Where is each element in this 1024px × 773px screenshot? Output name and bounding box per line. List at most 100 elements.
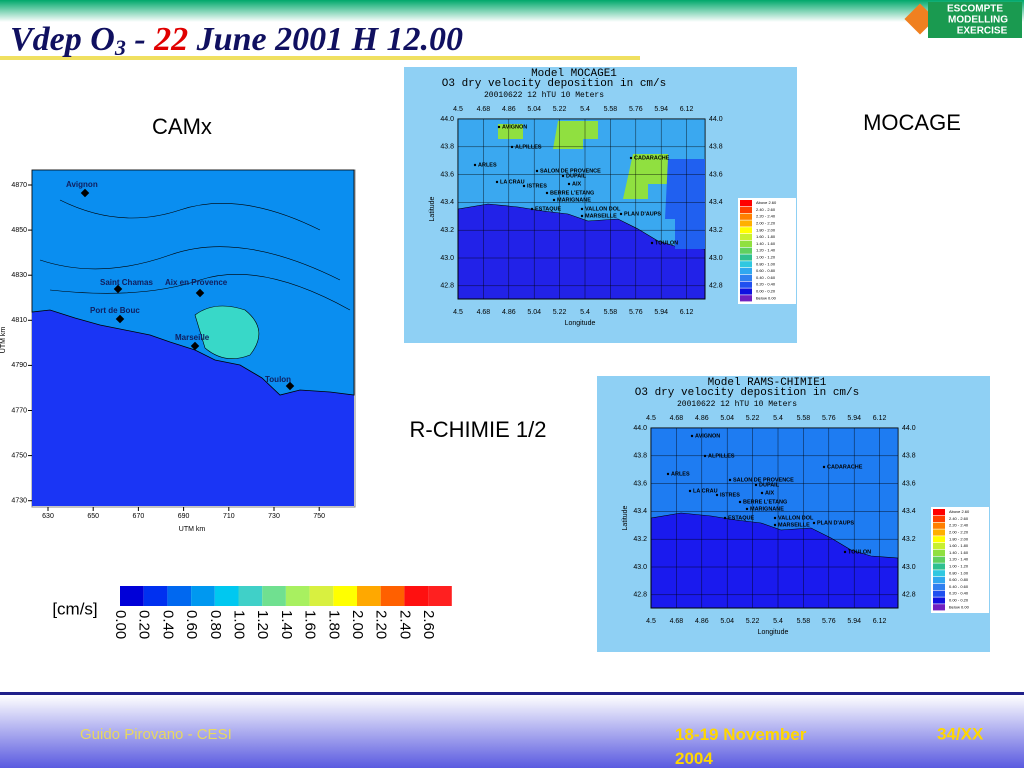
colorbar-cell [404,586,429,606]
place-marker [580,207,584,211]
lon-tick-label: 5.04 [720,415,734,422]
mocage-label: MOCAGE [863,110,961,135]
legend-swatch [933,570,945,577]
lon-tick-label: 5.94 [654,309,668,316]
colorbar-cell [380,586,405,606]
y-axis-label: UTM km [0,327,7,354]
map-title: Model RAMS-CHIMIE1 [708,377,827,389]
lat-tick-label: 43.8 [902,453,916,460]
colorbar-tick-label: 1.20 [254,610,271,639]
legend-label: Above 2.60 [949,509,970,514]
colorbar-cell [309,586,334,606]
footer-band [0,695,1024,768]
place-marker [723,516,727,520]
place-marker [715,493,719,497]
lat-tick-label: 43.4 [440,199,454,206]
place-marker [522,184,526,188]
title-sub: 3 [114,35,126,60]
legend-label: 2.20 - 2.40 [949,523,969,528]
logo-text: EXERCISE [957,26,1008,37]
lat-tick-label: 43.4 [633,508,647,515]
colorbar-tick-label: 0.60 [183,610,200,639]
lon-tick-label: 5.76 [629,309,643,316]
legend-swatch [933,522,945,529]
place-label: AIX [765,490,775,496]
place-label: Avignon [66,180,98,189]
place-marker [703,454,707,458]
place-marker [773,516,777,520]
place-label: DUPAIL [566,173,587,179]
place-marker [285,381,295,391]
colorbar-tick-label: 2.20 [373,610,390,639]
lat-tick-label: 43.2 [633,536,647,543]
title-part: June 2001 H 12.00 [188,21,463,58]
legend-label: 2.00 - 2.20 [949,529,969,534]
lon-tick-label: 5.4 [580,309,590,316]
legend-label: Above 2.60 [756,200,777,205]
lat-tick-label: 43.6 [633,480,647,487]
place-label: Toulon [265,375,291,384]
y-tick-label: 4850 [11,227,27,234]
place-label: MARSEILLE [778,522,810,528]
colorbar-unit: [cm/s] [52,599,97,618]
footer-date-line: 18-19 November [675,725,807,744]
map-date: 20010622 12 hTU 10 Meters [484,91,604,100]
legend-label: Below 0.00 [949,604,970,609]
place-label: ARLES [671,471,690,477]
place-label: PLAN D'AUPS [624,211,661,217]
y-tick-label: 4810 [11,317,27,324]
colorbar-cell [357,586,381,606]
lat-tick-label: 43.0 [440,255,454,262]
y-axis-label: Latitude [622,505,629,530]
legend-swatch [933,515,945,522]
legend-label: 0.00 - 0.20 [949,597,969,602]
title-day: 22 [153,21,188,58]
place-marker [510,145,514,149]
place-marker [688,489,692,493]
logo-text: MODELLING [948,15,1008,26]
lat-tick-label: 42.8 [633,592,647,599]
lon-tick-label: 5.04 [527,106,541,113]
place-marker [760,491,764,495]
lat-tick-label: 43.6 [902,480,916,487]
place-marker [113,284,123,294]
lat-tick-label: 44.0 [633,425,647,432]
legend-swatch [740,200,752,207]
legend-swatch [933,549,945,556]
lat-tick-label: 43.6 [440,171,454,178]
header-band [0,0,1024,22]
place-marker [473,163,477,167]
legend-swatch [933,590,945,597]
lon-tick-label: 6.12 [873,618,887,625]
colorbar-tick-label: 1.40 [278,610,295,639]
footer-date-line: 2004 [675,749,713,768]
place-marker [115,314,125,324]
lon-tick-label: 5.22 [553,106,567,113]
place-label: MARIGNANE [557,197,591,203]
colorbar-cell [214,586,239,606]
legend-label: 1.20 - 1.40 [949,557,969,562]
legend-label: 1.00 - 1.20 [756,254,776,259]
place-label: Saint Chamas [100,278,153,287]
place-marker [535,169,539,173]
place-marker [580,214,584,218]
lon-tick-label: 4.86 [695,415,709,422]
lon-tick-label: 4.68 [477,106,491,113]
legend-swatch [933,604,945,611]
legend-label: 1.00 - 1.20 [949,563,969,568]
colorbar-cell [191,586,215,606]
camx-contours [39,199,351,311]
legend-swatch [740,288,752,295]
logo-text: ESCOMPTE [947,4,1003,15]
colorbar-tick-label: 2.60 [420,610,437,639]
map-subtitle: O3 dry velocity deposition in cm/s [635,387,859,399]
legend-label: Below 0.00 [756,295,777,300]
lon-tick-label: 5.94 [847,415,861,422]
legend-swatch [933,536,945,543]
place-label: MARIGNANE [750,506,784,512]
lon-tick-label: 4.86 [502,309,516,316]
slide-title: Vdep O3 - 22 June 2001 H 12.00 [10,21,463,60]
